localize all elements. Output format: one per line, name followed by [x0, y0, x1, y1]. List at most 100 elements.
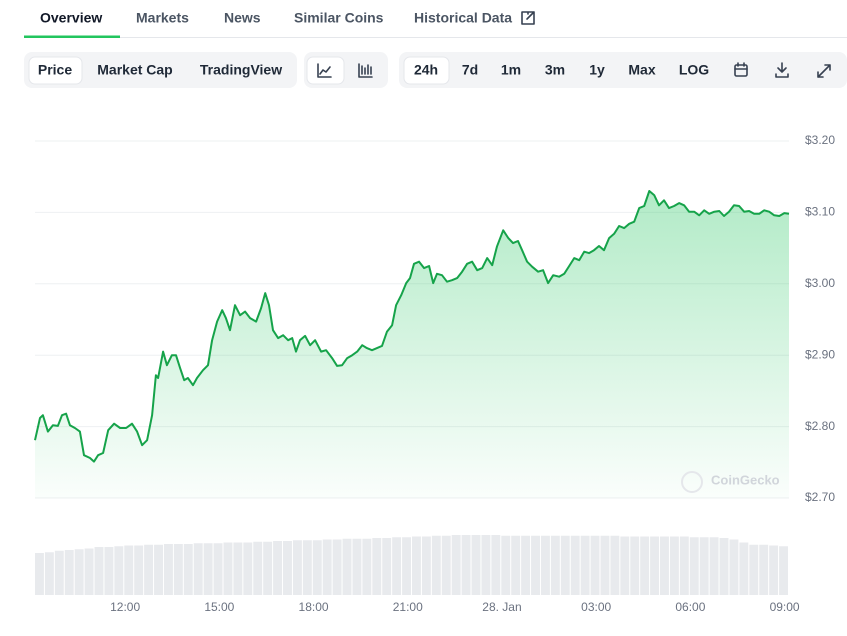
x-tick-label: 12:00 [110, 600, 140, 614]
volume-bar [570, 535, 580, 595]
volume-bar [759, 544, 769, 595]
calendar-button[interactable] [734, 62, 748, 77]
tab[interactable]: News [224, 10, 261, 26]
volume-bar [699, 537, 709, 595]
volume-bar [233, 542, 243, 595]
y-tick-label: $2.70 [805, 490, 835, 504]
watermark: CoinGecko [711, 472, 780, 487]
volume-bar [491, 535, 501, 595]
range-button[interactable]: Max [628, 62, 655, 78]
range-button[interactable]: 1y [589, 62, 605, 78]
tab[interactable]: Similar Coins [294, 10, 384, 26]
volume-bar [203, 543, 213, 595]
volume-bar [521, 535, 531, 595]
volume-bar [253, 541, 263, 595]
fullscreen-button[interactable] [817, 64, 831, 78]
volume-bar [709, 537, 719, 595]
volume-bar [511, 535, 521, 595]
volume-bar [44, 552, 54, 595]
watermark-logo [681, 471, 703, 493]
active-tab-indicator [24, 35, 120, 38]
y-tick-label: $2.90 [805, 347, 835, 361]
x-tick-label: 18:00 [299, 600, 329, 614]
volume-bar [213, 543, 223, 595]
volume-bar [461, 535, 471, 595]
volume-bar [630, 536, 640, 595]
volume-bar [193, 543, 203, 595]
volume-bar [769, 545, 779, 595]
volume-bar [114, 546, 124, 595]
view-group [24, 52, 297, 88]
view-button[interactable]: TradingView [200, 62, 282, 78]
volume-bar [332, 539, 342, 595]
volume-bar [144, 544, 154, 595]
volume-bar [362, 538, 372, 595]
y-tick-label: $2.80 [805, 419, 835, 433]
active-button-bg [403, 56, 450, 85]
volume-bar [243, 542, 253, 595]
volume-bar [352, 538, 362, 595]
volume-bar [729, 539, 739, 595]
volume-bar [134, 545, 144, 595]
volume-bar [64, 550, 74, 595]
volume-bar [292, 540, 302, 595]
y-tick-label: $3.00 [805, 276, 835, 290]
volume-bar [183, 544, 193, 595]
volume-bar [94, 547, 104, 595]
volume-bar [580, 535, 590, 595]
download-button[interactable] [775, 62, 789, 78]
price-line [34, 190, 790, 463]
active-button-bg [306, 56, 345, 85]
volume-bar [342, 538, 352, 595]
price-area [35, 191, 789, 498]
volume-bar [322, 539, 332, 595]
volume-bar [481, 535, 491, 595]
view-button[interactable]: Market Cap [97, 62, 172, 78]
x-tick-label: 09:00 [770, 600, 800, 614]
volume-bar [471, 535, 481, 595]
volume-bar [540, 535, 550, 595]
line-chart-button[interactable] [317, 63, 332, 78]
volume-bar [283, 541, 292, 595]
x-tick-label: 28. Jan [482, 600, 521, 614]
volume-bar [124, 545, 134, 595]
volume-bar [402, 537, 411, 595]
volume-bar [412, 536, 421, 595]
volume-bar [749, 544, 759, 595]
volume-bar [669, 536, 679, 595]
volume-bar [154, 544, 163, 595]
volume-bar [501, 535, 511, 595]
view-button[interactable]: Price [38, 62, 72, 78]
volume-bar [173, 544, 183, 595]
log-button[interactable]: LOG [679, 62, 709, 78]
candlestick-button[interactable] [358, 63, 373, 78]
range-button[interactable]: 7d [462, 62, 478, 78]
range-button[interactable]: 3m [545, 62, 565, 78]
x-tick-label: 06:00 [675, 600, 705, 614]
volume-bar [372, 538, 382, 595]
volume-bar [302, 540, 312, 595]
volume-bar [600, 535, 610, 595]
range-button[interactable]: 24h [414, 62, 438, 78]
volume-bar [431, 535, 441, 595]
volume-bar [263, 541, 273, 595]
volume-bar [441, 535, 451, 595]
y-tick-label: $3.10 [805, 205, 835, 219]
volume-bar [104, 547, 114, 595]
tab[interactable]: Overview [40, 10, 102, 26]
volume-bar [54, 550, 64, 595]
tab[interactable]: Historical Data [414, 10, 512, 26]
y-tick-label: $3.20 [805, 133, 835, 147]
range-button[interactable]: 1m [501, 62, 521, 78]
external-link-icon [521, 11, 535, 25]
active-button-bg [28, 56, 83, 85]
volume-bar [312, 540, 322, 595]
tab[interactable]: Markets [136, 10, 189, 26]
volume-bar [679, 536, 689, 595]
volume-bar [779, 546, 788, 595]
volume-bar [273, 541, 283, 595]
x-tick-label: 03:00 [581, 600, 611, 614]
volume-bar [560, 535, 570, 595]
volume-bar [610, 535, 620, 595]
volume-bar [689, 537, 699, 595]
